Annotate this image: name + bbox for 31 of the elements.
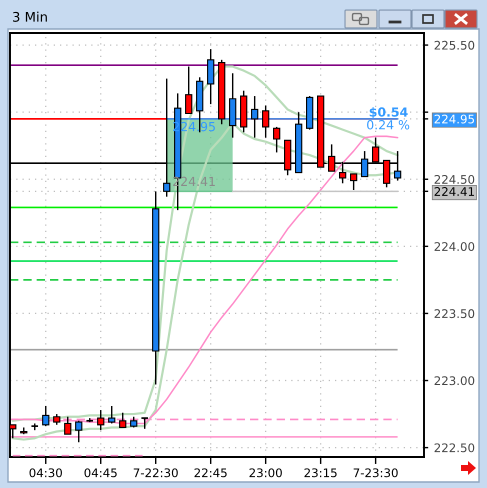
y-tick-label: 225.50 <box>434 40 474 50</box>
candlestick <box>350 173 358 191</box>
candlestick <box>64 416 72 435</box>
candlestick <box>42 405 50 427</box>
candlestick <box>185 66 192 114</box>
y-tick-label: 224.50 <box>434 174 474 184</box>
candlestick <box>262 104 270 138</box>
chart-title: 3 Min <box>13 12 47 22</box>
y-tick-label: 223.00 <box>434 376 474 386</box>
annotation: $0.54 <box>370 107 408 118</box>
x-tick-label: 23:00 <box>250 468 282 478</box>
candlestick <box>251 95 258 138</box>
x-tick-label: 04:45 <box>84 468 117 478</box>
y-tick-label: 224.41 <box>434 187 474 196</box>
candlestick <box>130 416 138 428</box>
y-tick-label: 222.50 <box>434 443 474 452</box>
candlestick <box>97 409 104 431</box>
x-tick-label: 7-22:30 <box>134 468 178 478</box>
candlestick <box>273 126 280 154</box>
x-tick-label: 7-23:30 <box>354 468 398 478</box>
y-tick-label: 223.50 <box>434 309 474 318</box>
y-tick-label: 224.95 <box>434 114 474 124</box>
y-tick-label: 224.00 <box>434 242 474 251</box>
annotation: 0.24 % <box>367 120 410 130</box>
candlestick <box>53 413 60 426</box>
x-tick-label: 23:15 <box>304 468 337 478</box>
x-tick-label: 22:45 <box>194 468 227 478</box>
candlestick <box>108 405 116 424</box>
x-tick-label: 04:30 <box>30 468 62 478</box>
candlestick <box>119 412 126 428</box>
candlestick <box>75 420 82 443</box>
